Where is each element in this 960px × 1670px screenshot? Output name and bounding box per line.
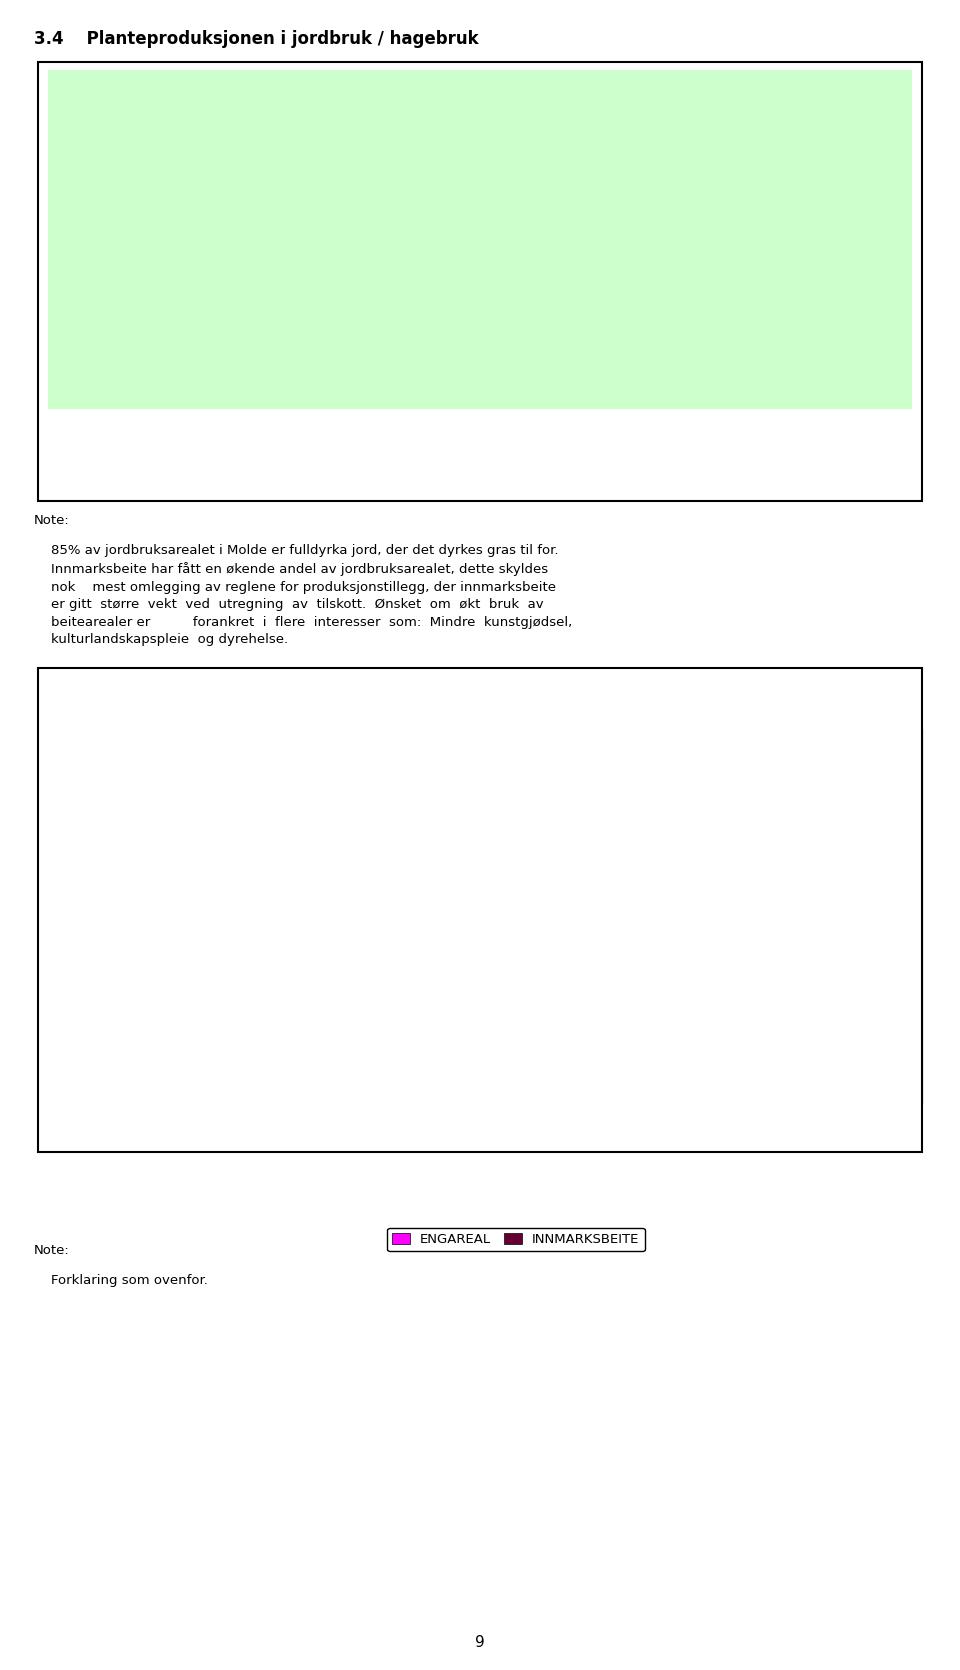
- Bar: [696, 792, 722, 1102]
- Text: 85 %: 85 %: [466, 286, 497, 299]
- Wedge shape: [434, 144, 461, 252]
- Bar: [790, 1082, 816, 1102]
- Bar: [585, 1092, 611, 1102]
- Wedge shape: [352, 142, 569, 361]
- Bar: [216, 822, 242, 1102]
- Bar: [421, 803, 447, 1102]
- Bar: [284, 813, 310, 1102]
- Wedge shape: [402, 145, 461, 252]
- Bar: [174, 1097, 200, 1102]
- Bar: [353, 815, 379, 1102]
- Bar: [764, 805, 790, 1102]
- Text: 5 %: 5 %: [399, 129, 436, 194]
- Bar: [858, 1082, 885, 1102]
- Text: 1 %: 1 %: [446, 119, 468, 189]
- Bar: [147, 813, 174, 1102]
- Bar: [722, 1086, 748, 1102]
- Bar: [559, 793, 585, 1102]
- Bar: [627, 793, 653, 1102]
- Bar: [379, 1092, 405, 1102]
- Legend: ENG, INNM.BEITE, GR-FOR, POTET, KORN, JORBÆR, ANNET, BRAKK: ENG, INNM.BEITE, GR-FOR, POTET, KORN, JO…: [210, 421, 711, 441]
- Legend: ENGAREAL, INNMARKSBEITE: ENGAREAL, INNMARKSBEITE: [387, 1227, 645, 1251]
- Text: 85% av jordbruksarealet i Molde er fulldyrka jord, der det dyrkes gras til for.
: 85% av jordbruksarealet i Molde er fulld…: [34, 544, 572, 646]
- Bar: [490, 797, 516, 1102]
- Text: 6 %: 6 %: [362, 152, 418, 205]
- Title: ENG OG BEITEAREALER  1990 - 2000: ENG OG BEITEAREALER 1990 - 2000: [333, 706, 699, 725]
- X-axis label: ÅRSTALL: ÅRSTALL: [475, 1129, 557, 1146]
- Text: 0 %: 0 %: [436, 119, 457, 189]
- Text: 3.4    Planteproduksjonen i jordbruk / hagebruk: 3.4 Planteproduksjonen i jordbruk / hage…: [34, 30, 478, 48]
- Y-axis label: DAA: DAA: [36, 897, 54, 937]
- Wedge shape: [454, 142, 461, 252]
- Text: Forklaring som ovenfor.: Forklaring som ovenfor.: [34, 1274, 207, 1288]
- Wedge shape: [372, 159, 461, 252]
- Wedge shape: [447, 144, 461, 252]
- Text: 9: 9: [475, 1635, 485, 1650]
- Text: 1 %: 1 %: [430, 120, 451, 189]
- Text: 0 %: 0 %: [440, 119, 462, 189]
- Bar: [653, 1089, 679, 1102]
- Title: BRUKEN AV DEN DYRKA JORDA - 2000: BRUKEN AV DEN DYRKA JORDA - 2000: [271, 82, 651, 100]
- Bar: [242, 1094, 268, 1102]
- Text: Note:: Note:: [34, 514, 69, 528]
- Text: Note:: Note:: [34, 1244, 69, 1258]
- Text: 1 %: 1 %: [422, 120, 447, 190]
- Bar: [832, 817, 858, 1102]
- Wedge shape: [450, 142, 461, 252]
- Bar: [447, 1092, 473, 1102]
- Wedge shape: [441, 144, 461, 252]
- Bar: [516, 1092, 542, 1102]
- Bar: [310, 1096, 336, 1102]
